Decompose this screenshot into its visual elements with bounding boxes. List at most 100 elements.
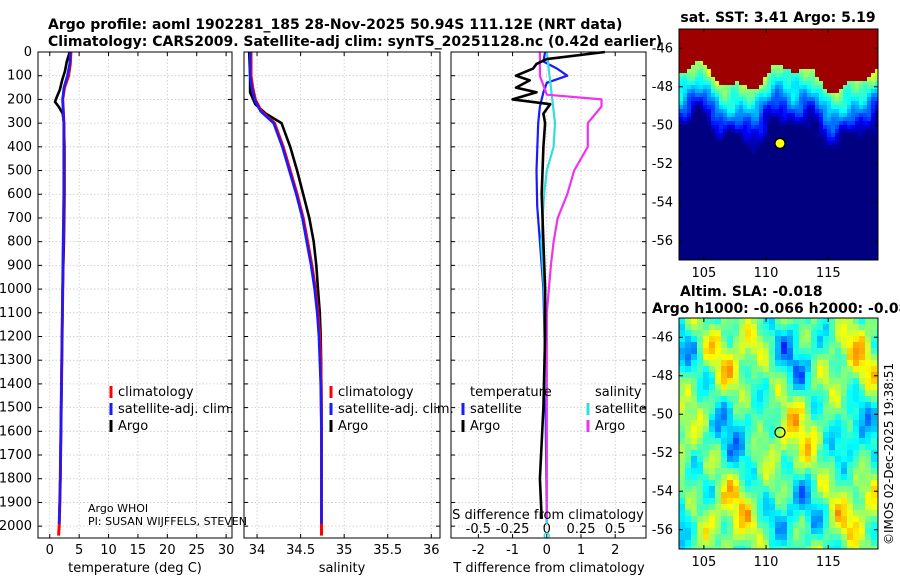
sst-cell [759, 257, 764, 260]
sst-cell [791, 257, 796, 260]
sst-cell [759, 65, 764, 70]
sst-cell [759, 37, 764, 42]
sst-cell [743, 153, 748, 158]
sst-cell [771, 157, 776, 162]
sst-cell [715, 33, 720, 38]
sst-cell [723, 89, 728, 94]
sla-cell [745, 480, 752, 487]
sst-cell [807, 165, 812, 170]
sst-cell [823, 213, 828, 218]
sst-cell [739, 97, 744, 102]
sla-cell [751, 396, 758, 403]
sst-cell [855, 205, 860, 210]
sst-cell [699, 177, 704, 182]
sla-cell [847, 438, 854, 445]
sla-cell [793, 522, 800, 529]
sst-cell [759, 189, 764, 194]
sst-cell [815, 245, 820, 250]
sla-cell [715, 330, 722, 337]
sst-cell [771, 49, 776, 54]
sla-cell [793, 336, 800, 343]
sst-cell [783, 57, 788, 62]
sla-cell [697, 504, 704, 511]
sla-cell [823, 360, 830, 367]
sst-cell [683, 229, 688, 234]
sla-cell [757, 444, 764, 451]
sst-cell [799, 65, 804, 70]
sst-cell [779, 253, 784, 258]
sla-cell [727, 378, 734, 385]
sst-cell [755, 241, 760, 246]
sst-cell [859, 145, 864, 150]
sla-cell [739, 390, 746, 397]
sst-cell [747, 157, 752, 162]
sst-cell [859, 49, 864, 54]
sst-cell [831, 81, 836, 86]
sst-cell [791, 53, 796, 58]
sla-cell [841, 402, 848, 409]
sla-cell [793, 528, 800, 535]
sla-cell [715, 474, 722, 481]
sst-cell [867, 253, 872, 258]
sla-cell [733, 462, 740, 469]
sla-cell [769, 516, 776, 523]
sst-cell [727, 61, 732, 66]
sla-cell [793, 450, 800, 457]
sst-cell [867, 77, 872, 82]
sla-cell [841, 468, 848, 475]
sla-cell [799, 522, 806, 529]
sla-cell [829, 480, 836, 487]
sst-cell [707, 117, 712, 122]
sla-cell [727, 372, 734, 379]
sst-cell [695, 141, 700, 146]
sla-cell [709, 366, 716, 373]
sst-cell [815, 185, 820, 190]
sst-cell [855, 197, 860, 202]
sst-cell [827, 97, 832, 102]
sst-cell [779, 225, 784, 230]
sla-cell [763, 372, 770, 379]
sst-cell [835, 173, 840, 178]
sla-cell [811, 354, 818, 361]
sst-cell [771, 209, 776, 214]
sst-cell [707, 153, 712, 158]
sst-cell [691, 241, 696, 246]
sla-cell [721, 336, 728, 343]
sla-cell [763, 354, 770, 361]
sla-cell [775, 318, 782, 325]
sst-cell [827, 217, 832, 222]
sst-cell [839, 73, 844, 78]
sst-cell [855, 233, 860, 238]
sst-cell [707, 201, 712, 206]
sla-cell [697, 366, 704, 373]
sst-cell [779, 201, 784, 206]
sst-cell [711, 109, 716, 114]
sst-cell [791, 253, 796, 258]
sst-cell [851, 213, 856, 218]
sst-cell [683, 193, 688, 198]
sla-cell [841, 318, 848, 325]
sst-cell [727, 89, 732, 94]
sst-cell [707, 33, 712, 38]
sst-cell [847, 245, 852, 250]
sst-cell [763, 41, 768, 46]
sst-cell [711, 45, 716, 50]
sst-cell [847, 197, 852, 202]
sst-cell [783, 213, 788, 218]
sst-cell [779, 173, 784, 178]
sst-cell [859, 113, 864, 118]
sst-cell [683, 217, 688, 222]
sst-cell [855, 225, 860, 230]
sla-cell [751, 390, 758, 397]
sla-cell [739, 438, 746, 445]
sst-cell [679, 253, 684, 258]
sst-cell [783, 245, 788, 250]
sst-cell [827, 37, 832, 42]
sla-cell [823, 492, 830, 499]
sst-cell [683, 109, 688, 114]
sst-cell [843, 257, 848, 260]
sst-cell [687, 129, 692, 134]
sla-cell [763, 516, 770, 523]
x-tick-label: 36 [423, 543, 440, 558]
sla-cell [871, 420, 878, 427]
